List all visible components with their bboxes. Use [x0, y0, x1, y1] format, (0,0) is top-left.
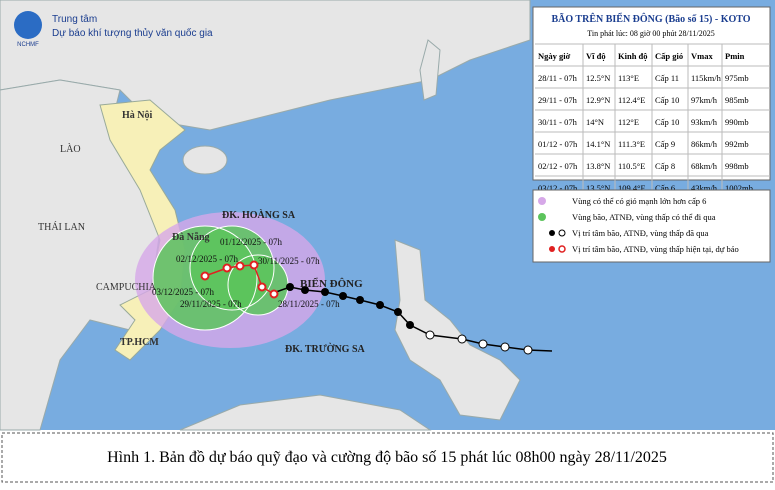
forecast-circle [189, 225, 275, 311]
map-label: BIỂN ĐÔNG [300, 277, 363, 290]
table-header: Ngày giờ [538, 51, 571, 61]
table-cell: 02/12 - 07h [538, 161, 578, 171]
table-cell: 13.8°N [586, 161, 610, 171]
table-header: Vmax [691, 51, 713, 61]
legend: Vùng có thể có gió mạnh lớn hơn cấp 6 Vù… [572, 196, 739, 254]
table-cell: 14.1°N [586, 139, 610, 149]
map-label: ĐK. HOÀNG SA [222, 209, 296, 221]
map-label: THÁI LAN [38, 221, 85, 233]
table-cell: 113°E [618, 73, 639, 83]
legend-text: Vùng bão, ATNĐ, vùng thấp có thể đi qua [572, 212, 716, 222]
table-cell: 28/11 - 07h [538, 73, 578, 83]
hainan [182, 145, 228, 175]
table-cell: 112.4°E [618, 95, 645, 105]
forecast-circle [152, 225, 258, 331]
table-header: Kinh độ [618, 51, 648, 61]
borneo [179, 394, 432, 431]
table-cell: Cấp 10 [655, 117, 679, 127]
caption-box [1, 432, 774, 483]
table-cell: 110.5°E [618, 161, 645, 171]
track-label: 29/11/2025 - 07h [180, 299, 242, 309]
table-header: Vĩ độ [586, 51, 606, 61]
map-label: LÀO [60, 143, 81, 155]
track-label: 30/11/2025 - 07h [258, 256, 320, 266]
table-cell: 68km/h [691, 161, 718, 171]
philippines [394, 239, 521, 421]
table-cell: 998mb [725, 161, 749, 171]
logo-text: NCHMF [17, 42, 39, 48]
map-label: Đà Nẵng [172, 232, 210, 243]
legend-text: Vị trí tâm bão, ATNĐ, vùng thấp đã qua [572, 228, 709, 238]
org-name: Trung tâm [52, 14, 97, 25]
map-label: CAMPUCHIA [96, 282, 157, 293]
table-cell: 111.3°E [618, 139, 645, 149]
table-cell: Cấp 6 [655, 183, 675, 193]
map-label: ĐK. TRƯỜNG SA [285, 343, 366, 355]
table-cell: 985mb [725, 95, 749, 105]
table-cell: 86km/h [691, 139, 718, 149]
table-cell: 12.9°N [586, 95, 610, 105]
past-points [425, 330, 533, 355]
caption: Hình 1. Bản đồ dự báo quỹ đạo và cường đ… [107, 449, 667, 466]
past-storm-points [286, 283, 414, 329]
track-label: 01/12/2025 - 07h [220, 237, 282, 247]
table-cell: 990mb [725, 117, 749, 127]
table-cell: Cấp 10 [655, 95, 679, 105]
track-label: 28/11/2025 - 07h [278, 299, 340, 309]
table-header: Pmin [725, 51, 745, 61]
table-cell: 14°N [586, 117, 604, 127]
legend-swatch [538, 197, 546, 205]
table-cell: 97km/h [691, 95, 718, 105]
table-cell: 43km/h [691, 183, 718, 193]
table-cell: Cấp 11 [655, 73, 679, 83]
table: Ngày giờ Vĩ độ Kinh độ Cấp gió Vmax Pmin 28/11… [535, 43, 770, 199]
table-cell: 29/11 - 07h [538, 95, 578, 105]
org-name-full: Dự báo khí tượng thủy văn quốc gia [52, 27, 213, 39]
table-cell: 12.5°N [586, 73, 610, 83]
legend-text: Vị trí tâm bão, ATNĐ, vùng thấp hiện tại… [572, 244, 739, 254]
track-label: 02/12/2025 - 07h [176, 254, 238, 264]
table-cell: 109.4°E [618, 183, 646, 193]
forecast-points [200, 260, 279, 299]
table-cell: 30/11 - 07h [538, 117, 578, 127]
table-cell: 992mb [725, 139, 749, 149]
table-cell: 975mb [725, 73, 749, 83]
map-label: Hà Nội [122, 110, 153, 121]
logo [14, 11, 42, 39]
map-labels: Hà Nội LÀO THÁI LAN CAMPUCHIA TP.HCM Đà … [38, 110, 366, 355]
table-cell: 01/12 - 07h [538, 139, 578, 149]
table-cell: 93km/h [691, 117, 718, 127]
track-label: 03/12/2025 - 07h [152, 287, 214, 297]
legend-swatch [538, 213, 546, 221]
table-header: Cấp gió [655, 51, 683, 61]
table-cell: Cấp 9 [655, 139, 675, 149]
table-cell: Cấp 8 [655, 161, 675, 171]
table-cell: 03/12 - 07h [538, 183, 578, 193]
track-labels: 28/11/2025 - 07h 29/11/2025 - 07h 30/11/… [152, 237, 340, 309]
table-cell: 115km/h [691, 73, 722, 83]
table-title: BÃO TRÊN BIỂN ĐÔNG (Bão số 15) - KOTO [551, 12, 750, 25]
legend-swatch [549, 229, 566, 237]
table-subtitle: Tin phát lúc: 08 giờ 00 phút 28/11/2025 [587, 29, 714, 38]
legend-swatch [549, 245, 566, 253]
legend-box [532, 189, 771, 263]
legend-text: Vùng có thể có gió mạnh lớn hơn cấp 6 [572, 196, 706, 206]
map-label: TP.HCM [120, 337, 159, 348]
table-cell: 1002mb [725, 183, 753, 193]
table-cell: 13.5°N [586, 183, 610, 193]
taiwan [419, 39, 441, 101]
table-cell: 112°E [618, 117, 639, 127]
